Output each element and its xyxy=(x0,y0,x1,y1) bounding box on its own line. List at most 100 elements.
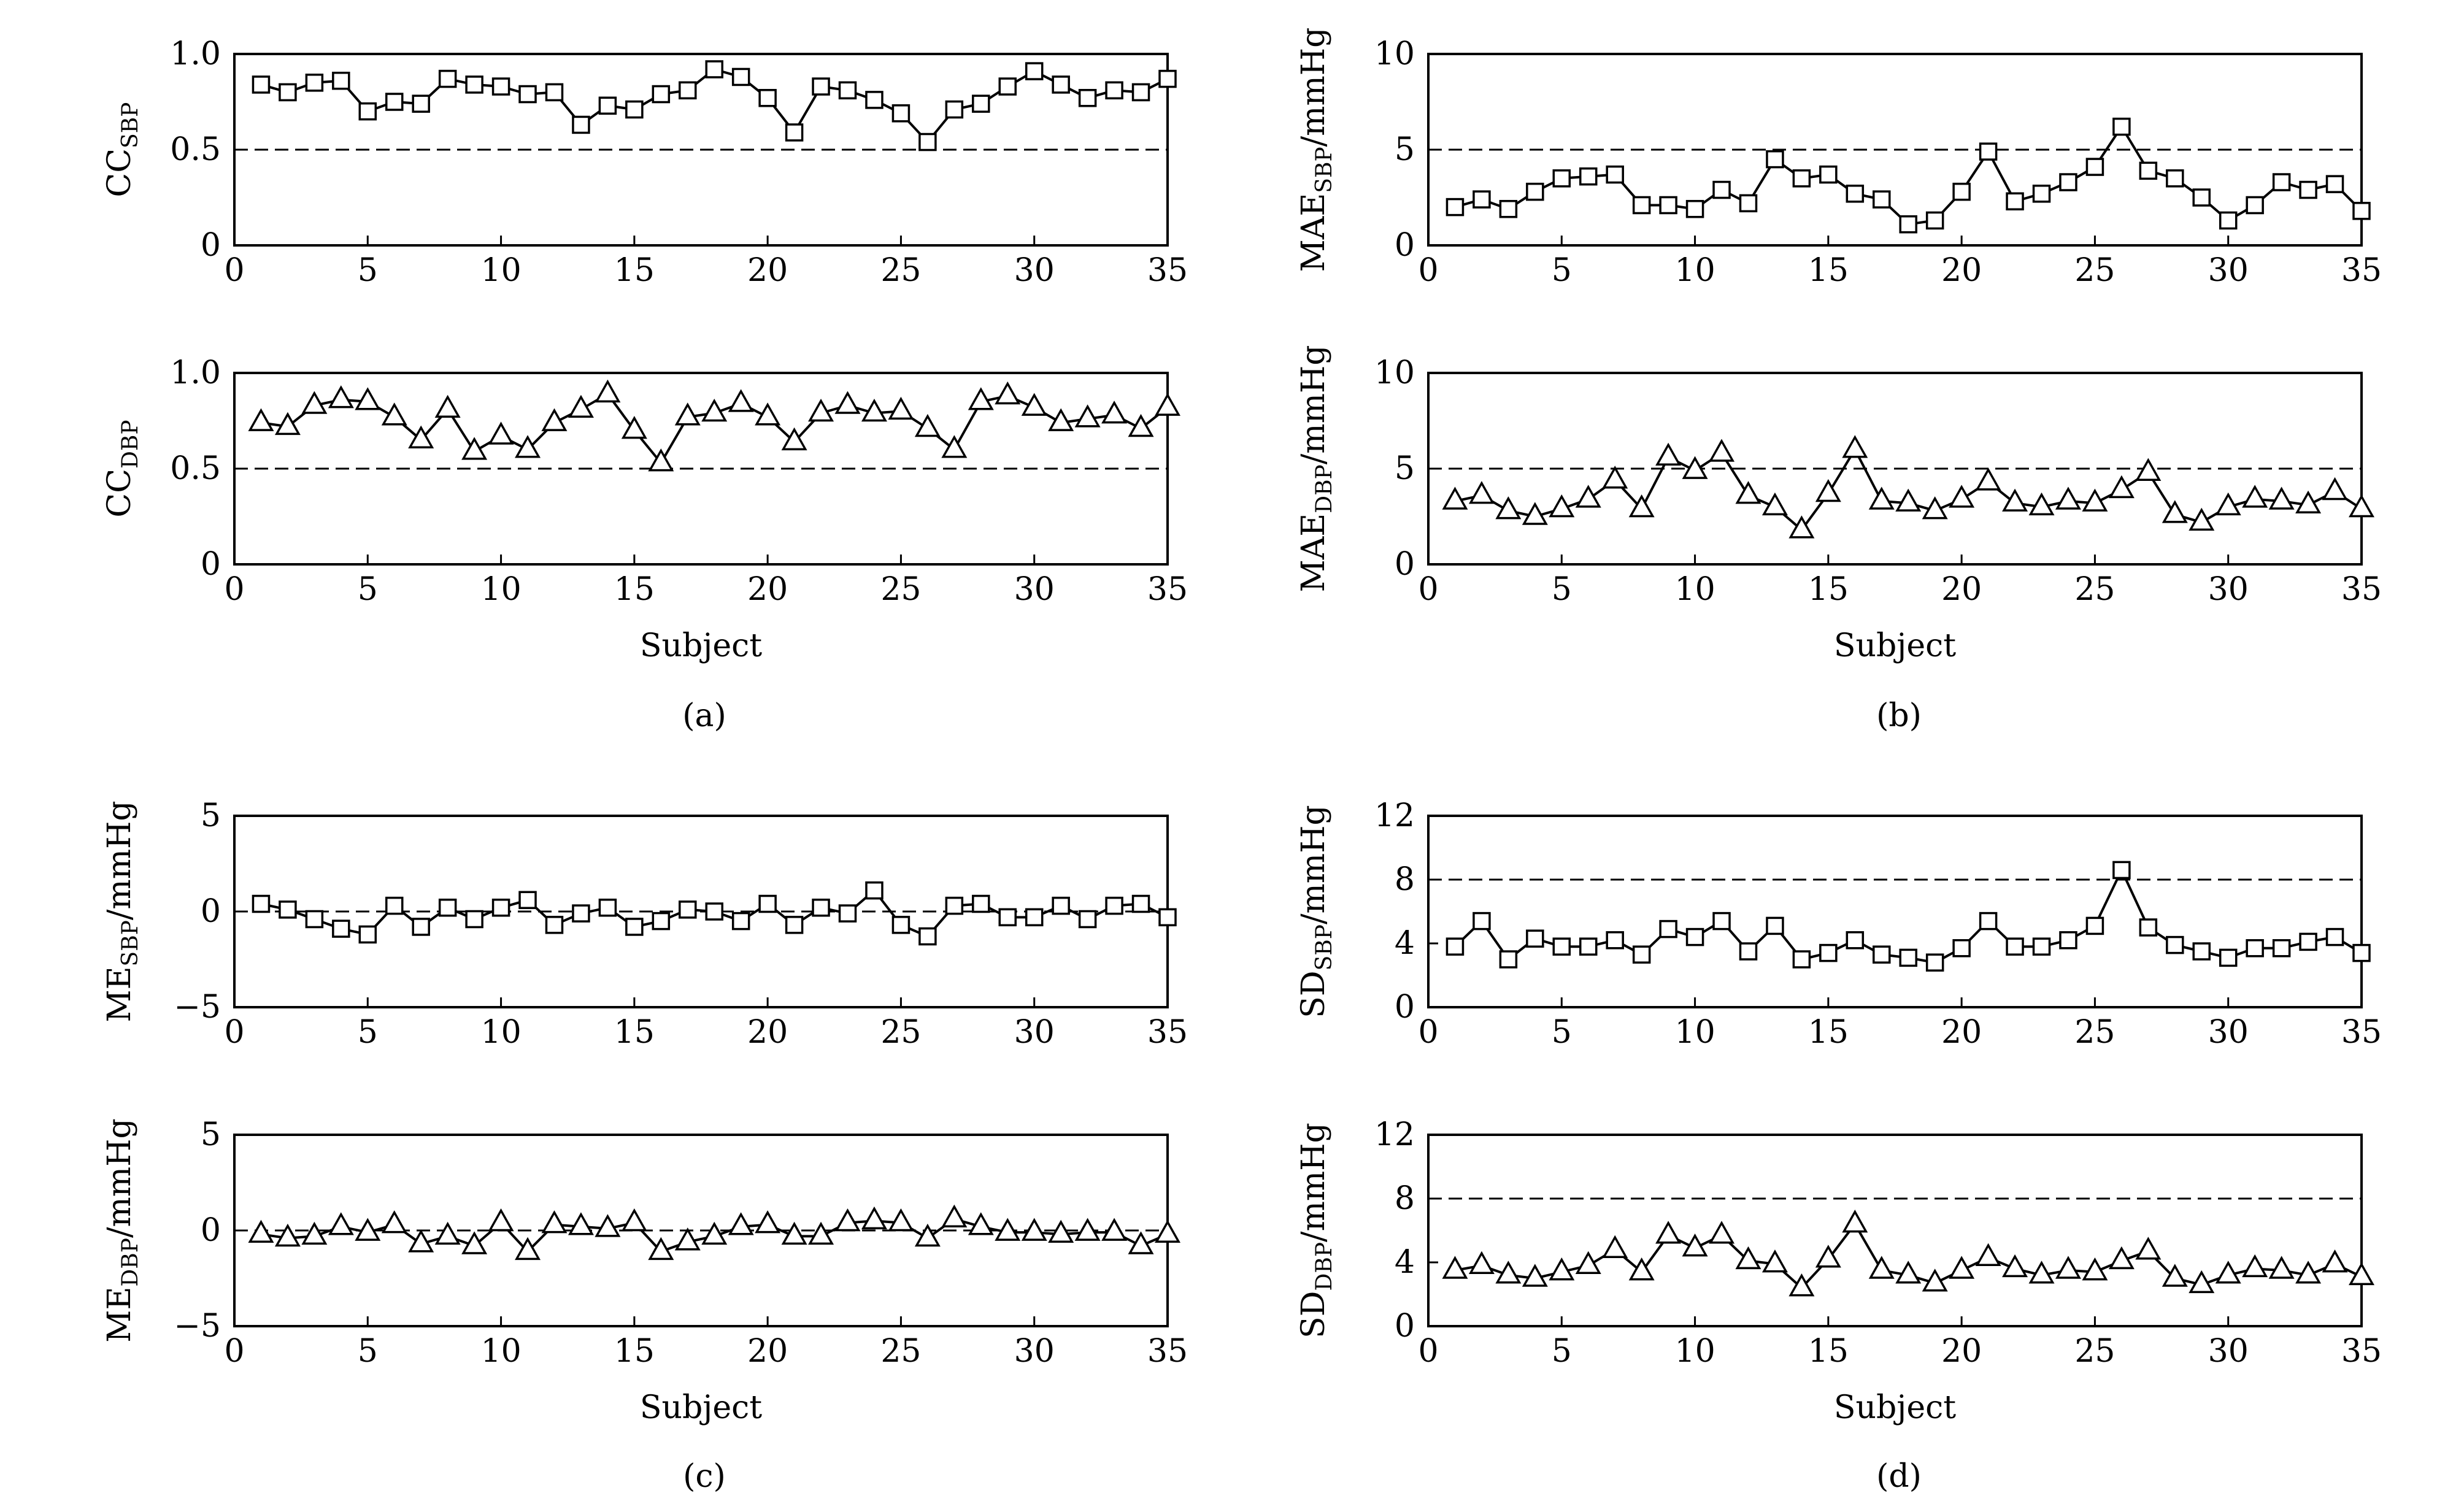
data-point-square xyxy=(1873,190,1891,209)
data-point-triangle xyxy=(541,1210,568,1234)
data-point-triangle xyxy=(2295,1261,2322,1284)
y-axis-title: MEDBP/mmHg xyxy=(101,1118,143,1343)
data-point-square xyxy=(2325,175,2344,193)
data-point-triangle xyxy=(1949,1256,1975,1279)
data-point-triangle xyxy=(1522,502,1548,525)
data-point-triangle xyxy=(1048,408,1074,431)
x-tick-label: 5 xyxy=(1552,252,1572,289)
data-point-square xyxy=(705,902,723,921)
data-point-square xyxy=(2006,937,2024,956)
data-point-square xyxy=(545,83,564,102)
x-tick-label: 5 xyxy=(358,252,378,289)
data-point-triangle xyxy=(595,379,621,403)
data-point-square xyxy=(1025,908,1044,927)
y-tick-label: 5 xyxy=(1395,450,1415,487)
data-point-square xyxy=(998,908,1017,927)
data-point-triangle xyxy=(1842,435,1868,458)
x-tick-label: 10 xyxy=(1674,252,1715,289)
data-point-square xyxy=(998,77,1017,96)
data-point-square xyxy=(1105,896,1123,915)
data-point-square xyxy=(785,916,804,934)
data-point-triangle xyxy=(2189,1270,2215,1294)
data-point-square xyxy=(491,77,510,96)
data-point-square xyxy=(1712,180,1731,199)
y-tick-label: 1.0 xyxy=(170,355,221,391)
data-point-triangle xyxy=(701,398,728,422)
data-point-square xyxy=(2059,931,2077,950)
data-point-triangle xyxy=(1922,1268,1948,1292)
x-tick-label: 30 xyxy=(1014,1014,1055,1051)
data-point-square xyxy=(252,894,271,913)
data-point-triangle xyxy=(1048,1219,1074,1243)
data-point-square xyxy=(891,104,911,123)
x-tick-label: 35 xyxy=(1147,252,1188,289)
data-point-triangle xyxy=(2349,1262,2374,1286)
data-point-square xyxy=(1739,194,1758,213)
data-point-triangle xyxy=(1842,1210,1868,1233)
data-point-triangle xyxy=(1575,1251,1601,1274)
data-point-triangle xyxy=(2268,1256,2295,1279)
y-axis-title: MAEDBP/mmHg xyxy=(1295,345,1337,592)
data-point-triangle xyxy=(2028,1261,2055,1284)
data-point-triangle xyxy=(1788,515,1815,539)
data-point-square xyxy=(1819,165,1838,184)
data-point-square xyxy=(1526,929,1544,948)
y-axis-title-main: MAE xyxy=(1295,513,1332,593)
data-point-square xyxy=(2032,937,2051,956)
x-tick-label: 0 xyxy=(224,252,244,289)
data-point-square xyxy=(2299,932,2317,951)
data-point-triangle xyxy=(968,387,994,410)
data-point-square xyxy=(838,81,857,100)
y-axis-title-subscript: SBP xyxy=(1312,924,1337,970)
data-point-square xyxy=(1925,953,1944,972)
data-point-triangle xyxy=(515,435,541,458)
x-tick-label: 25 xyxy=(880,1014,921,1051)
data-point-square xyxy=(1952,939,1971,958)
x-axis-title: Subject xyxy=(1834,628,1956,664)
data-point-triangle xyxy=(1655,1221,1682,1244)
data-point-square xyxy=(412,94,430,113)
x-tick-label: 20 xyxy=(747,252,788,289)
x-tick-label: 25 xyxy=(2074,252,2115,289)
x-tick-label: 30 xyxy=(1014,1333,1055,1370)
y-tick-label: 5 xyxy=(1395,131,1415,168)
y-axis-title-main: CC xyxy=(101,148,138,198)
x-tick-label: 0 xyxy=(224,571,244,608)
y-axis-title-unit: /mmHg xyxy=(1295,345,1332,464)
y-axis-title-main: ME xyxy=(101,966,138,1022)
data-point-triangle xyxy=(2349,494,2374,518)
x-tick-label: 35 xyxy=(1147,1014,1188,1051)
data-point-triangle xyxy=(808,398,834,422)
data-point-square xyxy=(785,123,804,142)
data-point-square xyxy=(305,74,324,92)
x-tick-label: 30 xyxy=(1014,252,1055,289)
data-point-triangle xyxy=(995,1218,1021,1241)
data-point-square xyxy=(972,94,990,113)
data-point-triangle xyxy=(834,1208,861,1232)
data-point-triangle xyxy=(2108,1246,2135,1270)
data-point-triangle xyxy=(861,1206,887,1230)
data-point-triangle xyxy=(861,398,887,422)
data-point-square xyxy=(2112,117,2131,136)
x-tick-label: 0 xyxy=(1418,1333,1438,1370)
x-tick-label: 20 xyxy=(747,571,788,608)
subplot-1: 0 5 10 15 20 25 30 35 0 0.5 1.0 CCSBP xyxy=(101,36,1188,289)
data-point-square xyxy=(1846,931,1865,950)
data-point-triangle xyxy=(2028,492,2055,516)
x-tick-label: 5 xyxy=(1552,571,1572,608)
data-point-triangle xyxy=(328,1212,354,1235)
data-point-square xyxy=(1446,937,1465,956)
data-point-triangle xyxy=(301,391,328,414)
y-tick-label: 10 xyxy=(1374,36,1415,72)
subplot-3: 0 5 10 15 20 25 30 35 0 5 10 MAESBP/mmHg xyxy=(1295,28,2382,289)
x-tick-label: 5 xyxy=(358,1333,378,1370)
data-point-square xyxy=(518,891,537,910)
x-tick-label: 20 xyxy=(1941,252,1982,289)
y-axis-title-subscript: DBP xyxy=(1312,1242,1337,1291)
data-point-square xyxy=(545,916,564,934)
data-point-triangle xyxy=(781,427,807,451)
data-point-square xyxy=(1979,912,1998,931)
data-point-square xyxy=(305,910,324,929)
y-tick-label: 0 xyxy=(201,893,221,930)
